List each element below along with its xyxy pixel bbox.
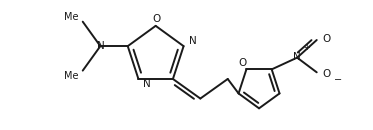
Text: −: − bbox=[334, 75, 342, 85]
Text: O: O bbox=[238, 58, 247, 67]
Text: O: O bbox=[322, 69, 330, 79]
Text: O: O bbox=[322, 34, 330, 44]
Text: N: N bbox=[143, 79, 151, 89]
Text: N: N bbox=[293, 52, 301, 62]
Text: O: O bbox=[153, 14, 161, 24]
Text: N: N bbox=[97, 41, 105, 51]
Text: Me: Me bbox=[64, 70, 78, 80]
Text: +: + bbox=[304, 43, 310, 52]
Text: Me: Me bbox=[64, 12, 78, 22]
Text: N: N bbox=[188, 36, 196, 46]
